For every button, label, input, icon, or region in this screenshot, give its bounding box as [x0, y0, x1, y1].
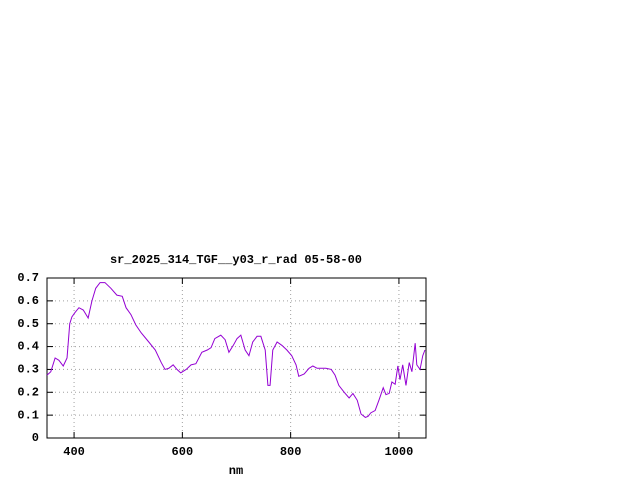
- y-tick-label: 0.7: [17, 271, 39, 285]
- y-tick-label: 0.1: [17, 408, 39, 422]
- y-tick-label: 0.3: [17, 363, 39, 377]
- y-tick-label: 0.2: [17, 385, 39, 399]
- data-line: [46, 282, 426, 419]
- y-tick-label: 0.5: [17, 317, 39, 331]
- plot-frame: [46, 277, 427, 439]
- y-tick-label: 0.6: [17, 294, 39, 308]
- y-tick-label: 0: [32, 431, 39, 445]
- chart-title: sr_2025_314_TGF__y03_r_rad 05-58-00: [110, 253, 362, 267]
- x-tick-label: 1000: [385, 445, 414, 459]
- y-tick-label: 0.4: [17, 340, 39, 354]
- x-axis-label: nm: [229, 464, 243, 478]
- x-tick-label: 800: [280, 445, 302, 459]
- x-tick-label: 600: [172, 445, 194, 459]
- x-tick-label: 400: [63, 445, 85, 459]
